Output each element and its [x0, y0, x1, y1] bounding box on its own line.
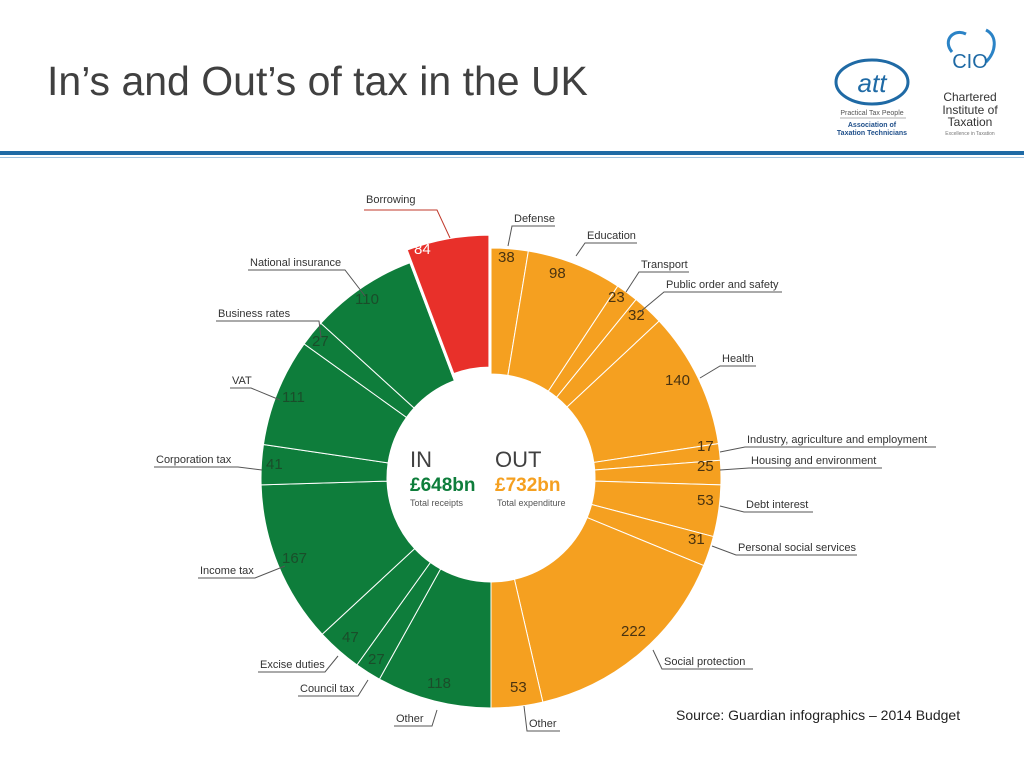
- in-income-tax-leader: [198, 565, 286, 579]
- in-corporation-tax-label: Corporation tax: [156, 454, 232, 466]
- center-in-total: £648bn: [410, 475, 475, 496]
- in-borrowing-label: Borrowing: [366, 194, 416, 206]
- out-health-label: Health: [722, 353, 754, 365]
- center-out-total: £732bn: [495, 475, 560, 496]
- in-business-rates-leader: [216, 320, 322, 339]
- att-logo-name-1: Association of: [848, 122, 897, 129]
- in-other-leader: [394, 709, 438, 727]
- out-value-housing-and-environment: 25: [697, 458, 714, 475]
- source-note: Source: Guardian infographics – 2014 Bud…: [676, 707, 961, 723]
- out-education-leader: [575, 242, 637, 257]
- page-title: In’s and Out’s of tax in the UK: [47, 58, 588, 104]
- out-debt-interest-label: Debt interest: [746, 499, 808, 511]
- in-value-national-insurance: 110: [355, 291, 379, 308]
- out-social-protection-leader: [652, 649, 753, 670]
- in-excise-duties-leader: [258, 655, 339, 673]
- out-value-defense: 38: [498, 249, 515, 266]
- out-education-label: Education: [587, 230, 636, 242]
- center-in-label: IN: [410, 447, 432, 472]
- in-value-excise-duties: 47: [342, 629, 359, 646]
- out-value-other: 53: [510, 679, 527, 696]
- out-public-order-and-safety-label: Public order and safety: [666, 279, 779, 291]
- out-housing-and-environment-leader: [719, 467, 882, 471]
- in-value-business-rates: 27: [312, 333, 329, 350]
- out-value-debt-interest: 53: [697, 492, 714, 509]
- out-transport-label: Transport: [641, 259, 688, 271]
- att-logo-mark: att: [858, 68, 889, 98]
- att-logo: att Practical Tax People Association of …: [834, 58, 910, 137]
- ciot-logo-tagline: Excellence in Taxation: [945, 131, 995, 137]
- title-rule-thin: [0, 157, 1024, 158]
- out-value-personal-social-services: 31: [688, 531, 705, 548]
- out-social-protection-label: Social protection: [664, 656, 745, 668]
- in-slice-borrowing: [404, 232, 492, 377]
- in-value-vat: 111: [282, 389, 305, 406]
- att-logo-tagline: Practical Tax People: [840, 110, 903, 117]
- in-council-tax-label: Council tax: [300, 683, 355, 695]
- in-vat-label: VAT: [232, 375, 252, 387]
- out-housing-and-environment-label: Housing and environment: [751, 455, 876, 467]
- in-value-council-tax: 27: [368, 651, 385, 668]
- ciot-logo-mark: CIO: [952, 51, 988, 73]
- out-value-education: 98: [549, 265, 566, 282]
- out-defense-label: Defense: [514, 213, 555, 225]
- out-personal-social-services-leader: [711, 545, 857, 556]
- in-national-insurance-leader: [248, 269, 366, 297]
- out-value-health: 140: [665, 372, 690, 389]
- center-out-label: OUT: [495, 447, 541, 472]
- att-logo-name-2: Taxation Technicians: [837, 130, 907, 137]
- out-value-social-protection: 222: [621, 623, 646, 640]
- ciot-logo-name-1: Chartered: [943, 90, 996, 104]
- in-value-other: 118: [427, 675, 451, 692]
- in-excise-duties-label: Excise duties: [260, 659, 325, 671]
- ciot-logo-name-2: Institute of: [942, 103, 998, 117]
- out-health-leader: [699, 365, 756, 379]
- ciot-logo-name-3: Taxation: [948, 115, 993, 129]
- out-other-label: Other: [529, 718, 557, 730]
- in-value-corporation-tax: 41: [266, 456, 283, 473]
- out-other-leader: [523, 705, 560, 732]
- out-value-industry-agriculture-and-employment: 17: [697, 438, 714, 455]
- out-value-transport: 23: [608, 289, 625, 306]
- in-income-tax-label: Income tax: [200, 565, 254, 577]
- out-public-order-and-safety-leader: [639, 291, 782, 313]
- center-out-caption: Total expenditure: [497, 498, 566, 508]
- in-value-borrowing: 84: [414, 241, 431, 258]
- in-borrowing-leader: [364, 209, 451, 239]
- out-defense-leader: [507, 225, 555, 247]
- out-debt-interest-leader: [719, 505, 813, 513]
- out-personal-social-services-label: Personal social services: [738, 542, 856, 554]
- out-industry-agriculture-and-employment-label: Industry, agriculture and employment: [747, 434, 927, 446]
- ciot-logo: CIO Chartered Institute of Taxation Exce…: [942, 28, 998, 137]
- in-vat-leader: [230, 387, 281, 401]
- center-in-caption: Total receipts: [410, 498, 464, 508]
- in-council-tax-leader: [298, 679, 369, 697]
- in-national-insurance-label: National insurance: [250, 257, 341, 269]
- in-corporation-tax-leader: [154, 466, 263, 471]
- in-business-rates-label: Business rates: [218, 308, 291, 320]
- out-slice-social-protection: [513, 516, 705, 703]
- in-other-label: Other: [396, 713, 424, 725]
- in-value-income-tax: 167: [282, 550, 307, 567]
- in-slice-income-tax: [260, 480, 416, 635]
- out-transport-leader: [625, 271, 689, 293]
- out-industry-agriculture-and-employment-leader: [719, 446, 936, 453]
- title-rule: [0, 151, 1024, 155]
